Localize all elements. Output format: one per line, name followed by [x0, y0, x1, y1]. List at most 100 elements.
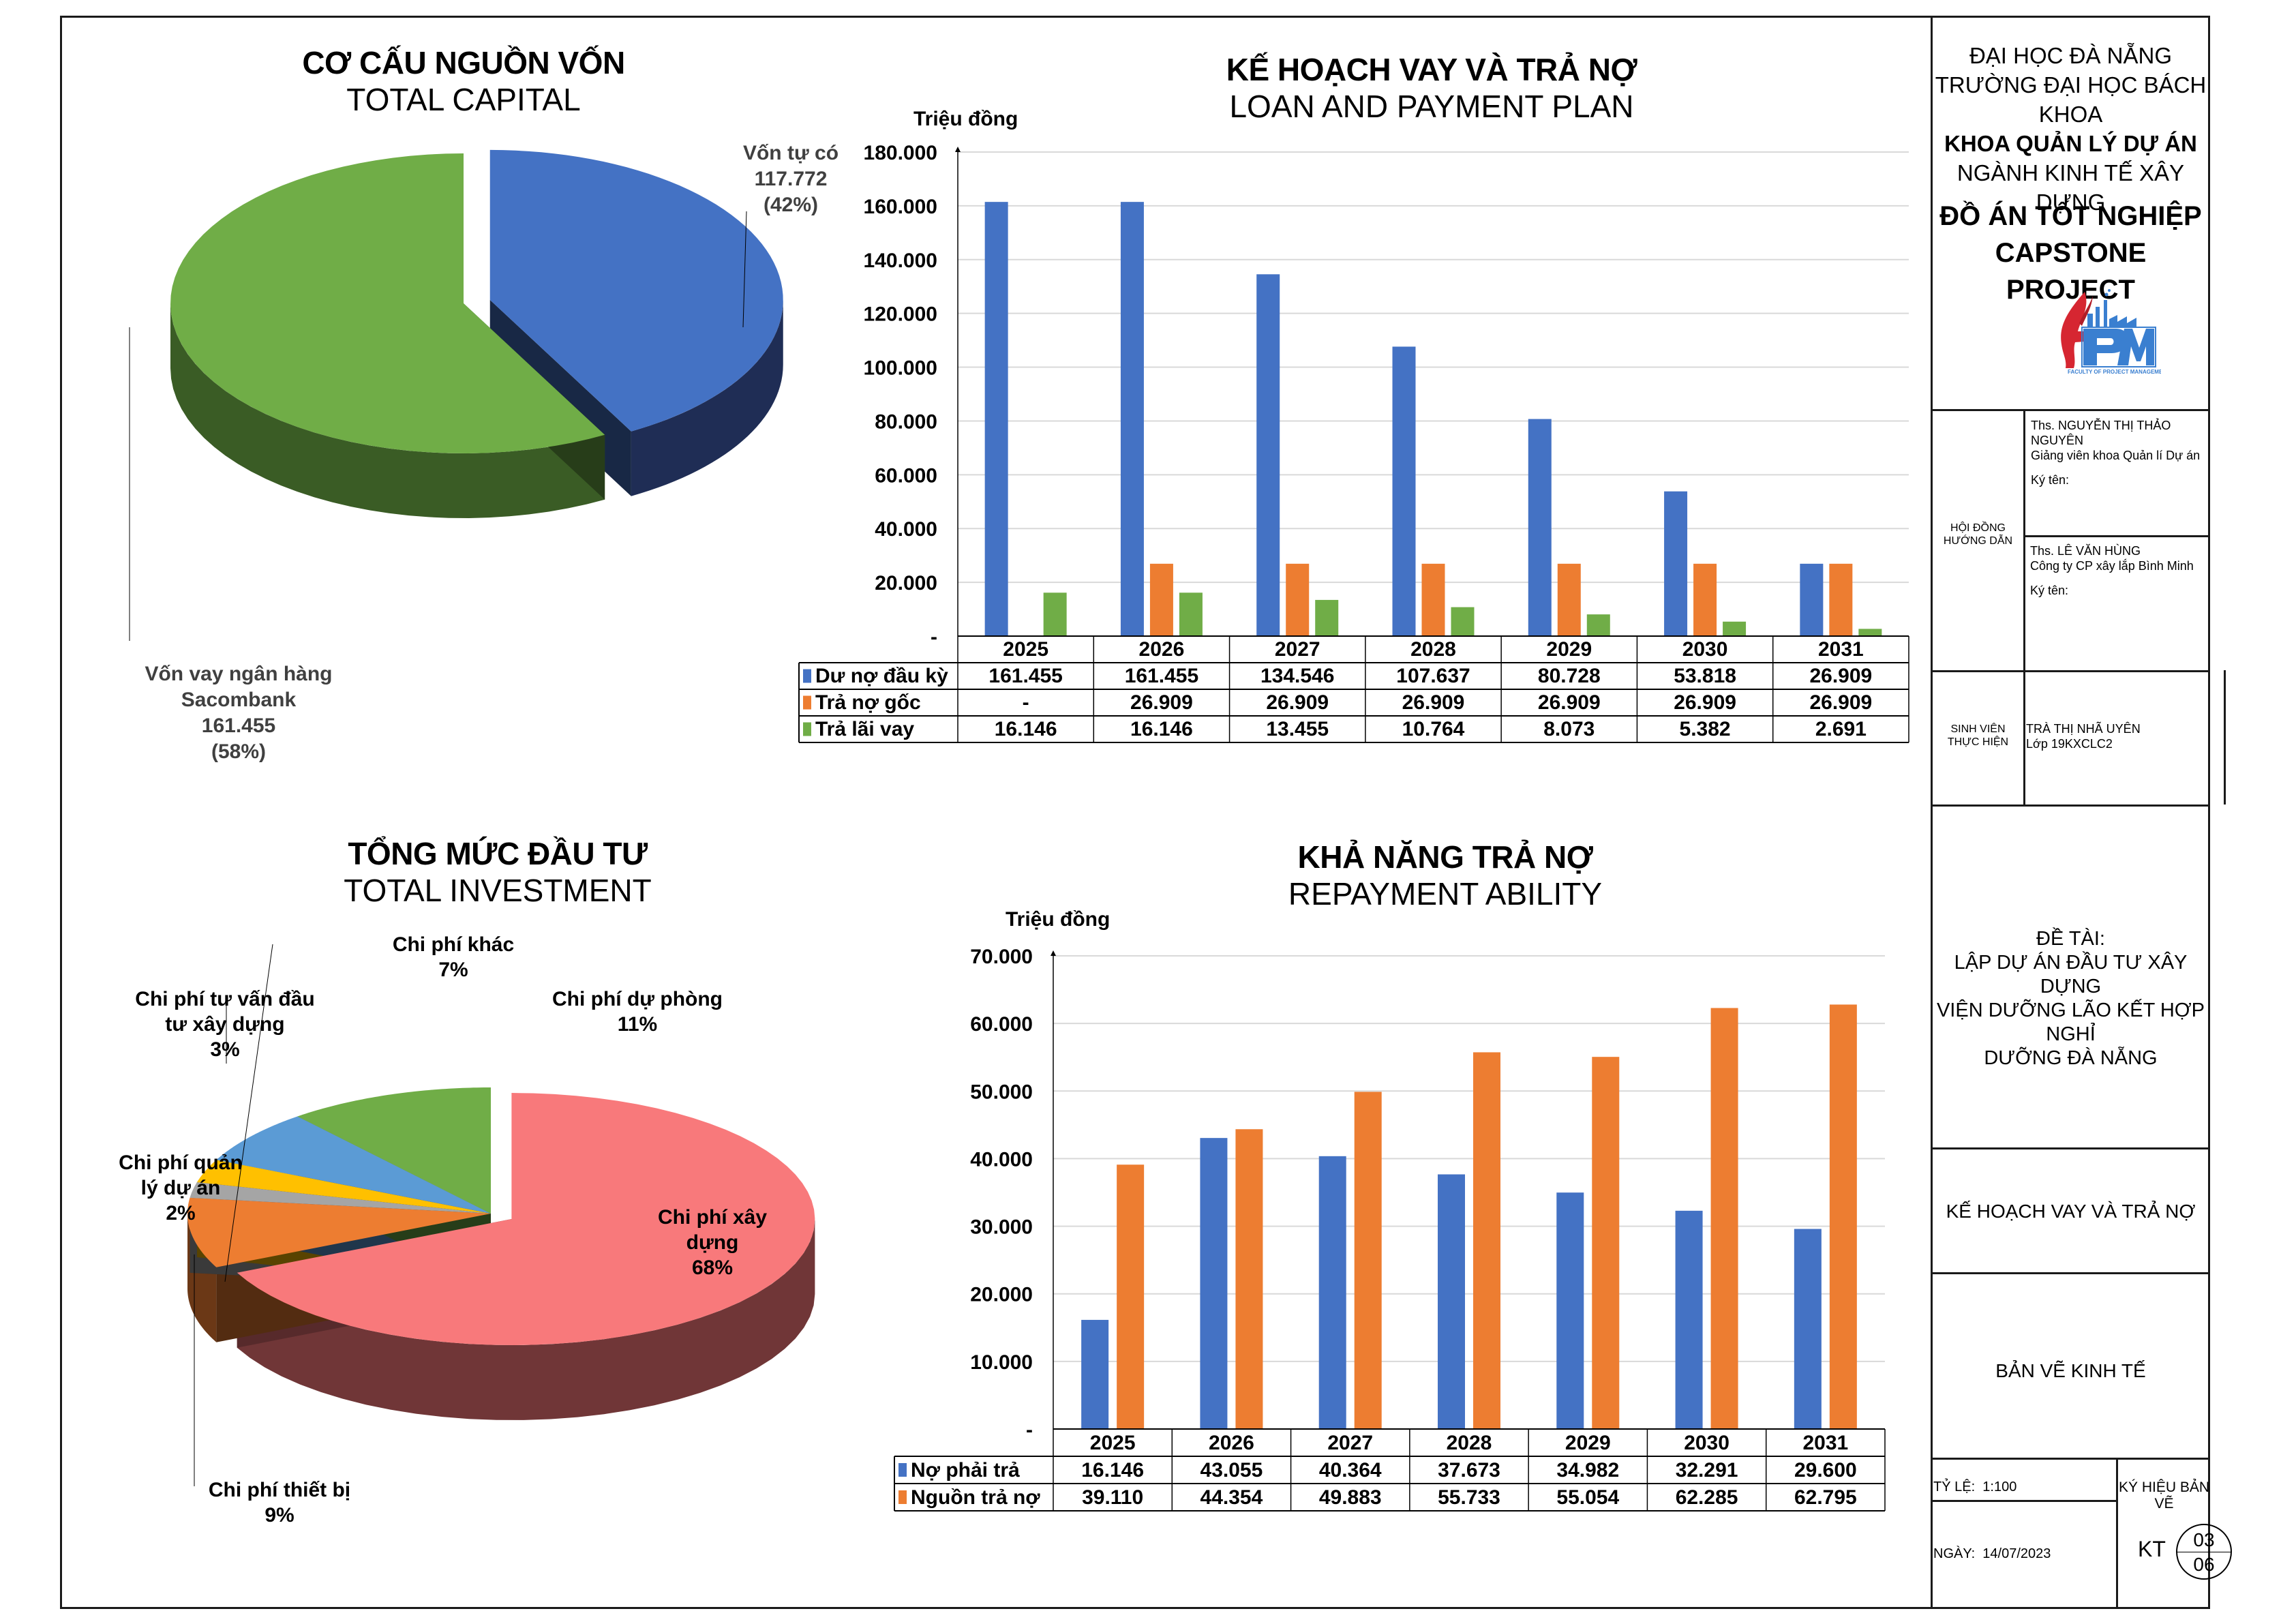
data-label: 16.146 — [1081, 1459, 1144, 1482]
legend-swatch — [898, 1463, 907, 1477]
pie-slice-vốn-vay-ngân-hàng-sacombank — [170, 153, 605, 453]
pie-data-label: 3% — [210, 1038, 239, 1061]
bar-trả-lãi-vay — [1858, 629, 1882, 636]
student-info: TRÀ THỊ NHÃ UYÊN Lớp 19KXCLC2 — [2026, 721, 2217, 751]
divider — [2224, 670, 2226, 805]
legend-swatch — [803, 695, 811, 710]
y-tick-label: 60.000 — [970, 1013, 1033, 1036]
scale-field: TỶ LỆ: 1:100 — [1933, 1479, 2016, 1495]
y-tick-label: - — [931, 626, 937, 648]
bar-dư-nợ-đầu-kỳ — [1664, 491, 1688, 636]
pie-data-label: Chi phí khác — [393, 933, 514, 956]
advisor-1-name: Ths. NGUYỄN THỊ THẢO NGUYÊN — [2031, 419, 2171, 447]
advisor-1-role: Giảng viên khoa Quản lí Dự án — [2031, 449, 2201, 462]
capital-label-loan: Vốn vay ngân hàng Sacombank 161.455 (58%… — [109, 661, 368, 765]
sheet-number-circle: 03 06 — [2176, 1524, 2232, 1580]
date-field: NGÀY: 14/07/2023 — [1933, 1546, 2051, 1562]
loan-capital-value: 161.455 — [201, 715, 276, 737]
advisors-label-line2: HƯỚNG DẪN — [1943, 535, 2013, 547]
data-label: 32.291 — [1676, 1459, 1738, 1482]
y-axis-label: Triệu đồng — [1006, 908, 1110, 931]
y-tick-label: - — [1026, 1419, 1033, 1441]
drawing-frame — [60, 16, 2210, 1609]
loan-title: KẾ HOẠCH VAY VÀ TRẢ NỢ — [1226, 52, 1637, 87]
bar-trả-nợ-gốc — [1557, 563, 1581, 636]
data-label: 39.110 — [1082, 1486, 1143, 1509]
topic-label: ĐỀ TÀI: — [2036, 928, 2105, 950]
advisor-2-name: Ths. LÊ VĂN HÙNG — [2030, 544, 2141, 558]
pie-slice-chi-phí-quản-lý-dự-án — [190, 1182, 491, 1214]
bar-nguồn-trả-nợ — [1710, 1008, 1738, 1429]
x-category-label: 2025 — [1003, 638, 1048, 661]
advisor-2-signature-label: Ký tên: — [2030, 584, 2069, 597]
divider — [2116, 1458, 2118, 1609]
bar-nợ-phải-trả — [1438, 1174, 1465, 1429]
divider — [1931, 805, 2210, 807]
y-tick-label: 20.000 — [875, 572, 937, 595]
x-category-label: 2027 — [1327, 1432, 1373, 1454]
bar-trả-lãi-vay — [1451, 607, 1475, 636]
pie-data-label: 68% — [692, 1257, 733, 1279]
data-label: 62.285 — [1676, 1486, 1738, 1509]
pie-data-label: Chi phí xây — [658, 1206, 767, 1229]
capital-label-own: Vốn tự có 117.772 (42%) — [723, 140, 859, 218]
bar-trả-nợ-gốc — [1829, 563, 1853, 636]
leader-line — [224, 944, 273, 1282]
drawing-type: BẢN VẼ KINH TẾ — [1995, 1360, 2146, 1381]
loan-capital-label: Vốn vay ngân hàng Sacombank — [145, 663, 333, 711]
x-category-label: 2030 — [1684, 1432, 1729, 1454]
divider — [1931, 1147, 2210, 1149]
student-heading: SINH VIÊN THỰC HIỆN — [1933, 723, 2023, 749]
bar-nợ-phải-trả — [1556, 1192, 1584, 1429]
own-capital-percent: (42%) — [763, 194, 819, 216]
capital-pie-chart — [129, 149, 783, 641]
symbol-label: KÝ HIỆU BẢN VẼ — [2118, 1479, 2210, 1512]
x-category-label: 2031 — [1818, 638, 1864, 661]
data-label: 8.073 — [1543, 718, 1595, 740]
data-label: 40.364 — [1319, 1459, 1382, 1482]
y-axis-arrow-icon — [955, 147, 961, 152]
pie-data-label: 7% — [438, 959, 468, 981]
data-label: 55.054 — [1556, 1486, 1619, 1509]
loan-subtitle: LOAN AND PAYMENT PLAN — [1229, 89, 1634, 124]
bar-nợ-phải-trả — [1200, 1138, 1228, 1429]
repayment-chart-title: KHẢ NĂNG TRẢ NỢ REPAYMENT ABILITY — [1104, 839, 1786, 912]
y-tick-label: 40.000 — [875, 518, 937, 541]
divider — [1931, 670, 2210, 672]
topic-line: LẬP DỰ ÁN ĐẦU TƯ XÂY DỰNG — [1954, 952, 2188, 997]
institution-block: ĐẠI HỌC ĐÀ NẴNG TRƯỜNG ĐẠI HỌC BÁCH KHOA… — [1933, 41, 2209, 217]
bar-trả-nợ-gốc — [1421, 563, 1445, 636]
sheet-total: 06 — [2193, 1554, 2215, 1575]
bar-dư-nợ-đầu-kỳ — [1528, 419, 1552, 636]
pie-data-label: Chi phí dự phòng — [552, 988, 723, 1010]
bar-nguồn-trả-nợ — [1473, 1052, 1500, 1429]
own-capital-label: Vốn tự có — [742, 142, 839, 164]
drawing-name: KẾ HOẠCH VAY VÀ TRẢ NỢ — [1946, 1201, 2196, 1222]
pie-data-label: 9% — [265, 1504, 294, 1527]
leader-line — [742, 211, 747, 328]
loan-chart-title: KẾ HOẠCH VAY VÀ TRẢ NỢ LOAN AND PAYMENT … — [1091, 51, 1772, 125]
bar-trả-nợ-gốc — [1149, 563, 1173, 636]
data-label: 62.795 — [1794, 1486, 1857, 1509]
pie-data-label: Chi phí quản — [119, 1152, 243, 1174]
data-label: 26.909 — [1809, 665, 1872, 687]
x-category-label: 2031 — [1802, 1432, 1848, 1454]
faculty-logo-icon: FACULTY OF PROJECT MANAGEMENT — [2061, 289, 2161, 375]
divider — [2023, 409, 2025, 805]
data-label: 29.600 — [1794, 1459, 1857, 1482]
data-label: 26.909 — [1809, 691, 1872, 714]
y-tick-label: 40.000 — [970, 1148, 1033, 1171]
advisor-2: Ths. LÊ VĂN HÙNG Công ty CP xây lắp Bình… — [2030, 543, 2207, 598]
bar-nguồn-trả-nợ — [1235, 1129, 1263, 1429]
legend-swatch — [898, 1490, 907, 1504]
y-tick-label: 10.000 — [970, 1351, 1033, 1374]
bar-trả-lãi-vay — [1723, 621, 1747, 636]
symbol-code: KT — [2138, 1537, 2166, 1561]
data-label: 5.382 — [1680, 718, 1731, 740]
bar-trả-nợ-gốc — [1286, 563, 1310, 636]
loan-capital-percent: (58%) — [211, 740, 267, 763]
pie-data-label: lý dự án — [141, 1177, 221, 1199]
bar-dư-nợ-đầu-kỳ — [1800, 563, 1824, 636]
student-class: Lớp 19KXCLC2 — [2026, 737, 2113, 751]
